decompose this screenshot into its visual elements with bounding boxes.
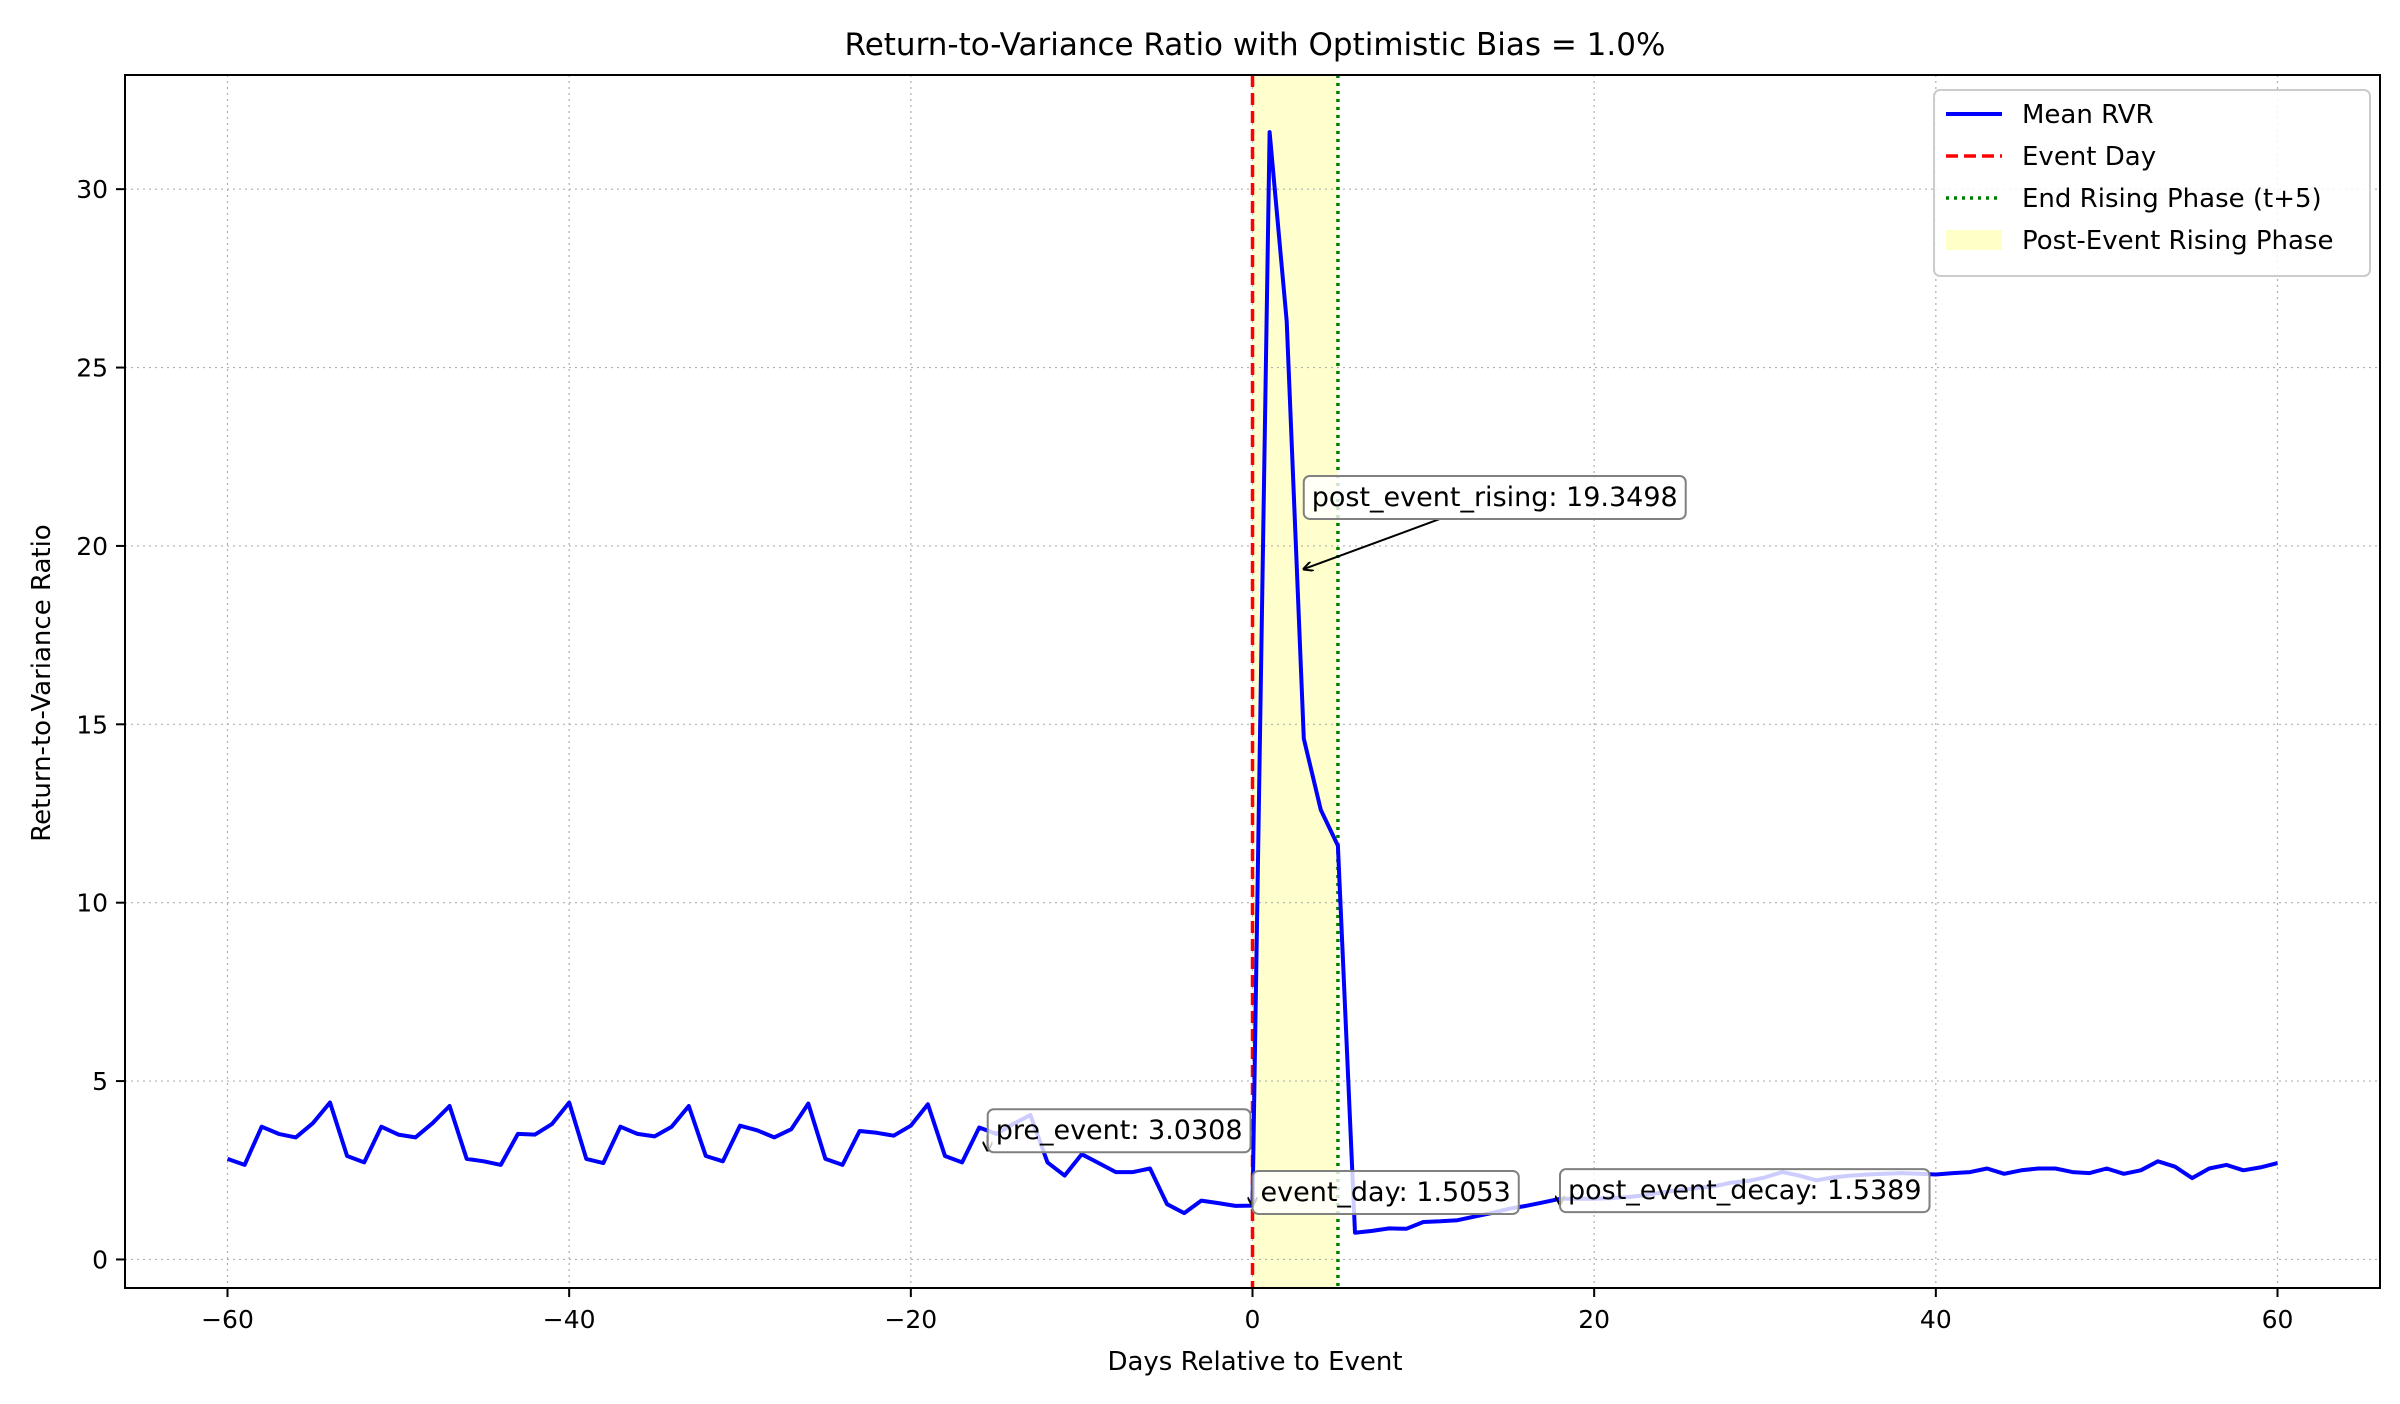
annotation-box [1302, 474, 1687, 520]
legend-swatch [1946, 230, 2002, 250]
legend-label: Event Day [2022, 142, 2156, 172]
annotation-label: post_event_rising: 19.3498 [1312, 482, 1678, 513]
x-axis-label: Days Relative to Event [1107, 1347, 1402, 1377]
annotation-label: pre_event: 3.0308 [996, 1115, 1243, 1146]
annotation: pre_event: 3.0308 [986, 1108, 1252, 1154]
x-tick-label: −40 [543, 1305, 596, 1334]
annotation-label: event_day: 1.5053 [1261, 1177, 1511, 1208]
y-axis-label: Return-to-Variance Ratio [27, 524, 57, 841]
x-tick-label: 40 [1920, 1305, 1952, 1334]
y-tick-label: 5 [92, 1067, 108, 1096]
x-tick-label: −20 [884, 1305, 937, 1334]
x-tick-label: 60 [2262, 1305, 2294, 1334]
annotation: post_event_rising: 19.3498 [1302, 474, 1687, 569]
annotation-box [1559, 1168, 1931, 1214]
legend: Mean RVR Event Day End Rising Phase (t+5) P… [1933, 89, 2371, 277]
y-tick-label: 30 [76, 175, 108, 204]
annotation-box [1251, 1169, 1520, 1215]
y-tick-label: 10 [76, 889, 108, 918]
annotation: post_event_decay: 1.5389 [1559, 1168, 1931, 1214]
y-tick-label: 0 [92, 1245, 108, 1274]
annotation: event_day: 1.5053 [1251, 1169, 1520, 1215]
annotation-arrow [1304, 518, 1441, 569]
chart-title: Return-to-Variance Ratio with Optimistic… [845, 27, 1666, 63]
legend-label: End Rising Phase (t+5) [2022, 184, 2322, 214]
y-tick-label: 15 [76, 710, 108, 739]
legend-label: Mean RVR [2022, 100, 2154, 130]
legend-frame [1933, 89, 2371, 277]
x-tick-label: 0 [1245, 1305, 1261, 1334]
y-tick-label: 20 [76, 532, 108, 561]
x-tick-label: 20 [1578, 1305, 1610, 1334]
legend-label: Post-Event Rising Phase [2022, 226, 2333, 256]
annotation-label: post_event_decay: 1.5389 [1568, 1175, 1922, 1206]
annotation-box [986, 1108, 1252, 1154]
post-event-rising-shade [1252, 75, 1338, 1288]
x-tick-label: −60 [201, 1305, 254, 1334]
y-tick-label: 25 [76, 354, 108, 383]
